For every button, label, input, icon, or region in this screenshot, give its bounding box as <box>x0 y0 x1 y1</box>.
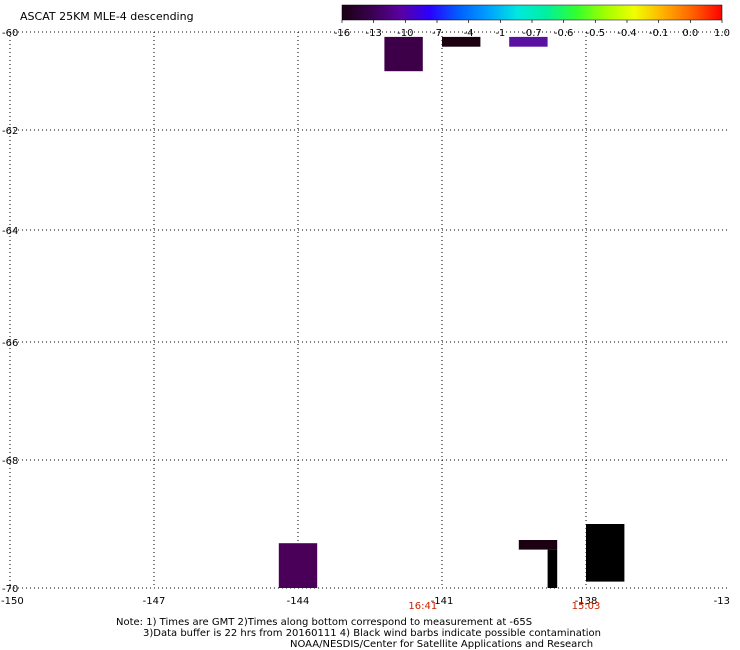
data-cell <box>586 524 625 582</box>
colorbar-tick-label: -0.5 <box>586 28 606 39</box>
data-cell <box>278 543 318 588</box>
data-cell <box>509 36 548 47</box>
y-tick-label: -60 <box>2 28 18 39</box>
axes: -60 -62 -64 -66 -68 -70-150 -147 -144 -141 -138 -1… <box>1 28 730 612</box>
time-label: 16:41 <box>408 601 437 612</box>
colorbar-strip <box>341 4 723 21</box>
y-tick-label: -64 <box>2 226 18 237</box>
colorbar: -16 -13 -10 -7 -4 -1 -0.7 -0.6 -0.5 -0.4 -0.1 0.0 1.… <box>334 4 730 39</box>
x-tick-label: -147 <box>143 596 166 607</box>
x-tick-label: -13 <box>714 596 730 607</box>
x-tick-label: -150 <box>1 596 24 607</box>
colorbar-tick-label: -1 <box>495 28 505 39</box>
data-cells <box>278 36 625 588</box>
x-tick-label: -141 <box>431 596 454 607</box>
colorbar-tick-label: 1.0 <box>714 28 730 39</box>
y-tick-label: -70 <box>2 584 18 595</box>
x-tick-label: -144 <box>287 596 310 607</box>
footer-note-line2: 3)Data buffer is 22 hrs from 20160111 4)… <box>143 628 601 639</box>
chart-title: ASCAT 25KM MLE-4 descending <box>20 10 194 23</box>
colorbar-tick-label: -0.1 <box>649 28 669 39</box>
data-cell <box>518 540 558 550</box>
grid <box>9 31 730 589</box>
colorbar-tick-label: -4 <box>464 28 474 39</box>
data-cell <box>547 549 558 588</box>
data-cell <box>442 36 481 47</box>
colorbar-tick-label: -0.7 <box>522 28 542 39</box>
footer-note-line1: Note: 1) Times are GMT 2)Times along bot… <box>116 617 533 628</box>
footer-note-line3: NOAA/NESDIS/Center for Satellite Applica… <box>290 639 594 650</box>
colorbar-tick-label: -16 <box>334 28 350 39</box>
colorbar-tick-label: -0.4 <box>617 28 637 39</box>
x-tick-label: -138 <box>575 596 598 607</box>
colorbar-tick-label: -0.6 <box>554 28 574 39</box>
y-tick-label: -62 <box>2 126 18 137</box>
colorbar-tick-label: -7 <box>432 28 442 39</box>
y-tick-label: -68 <box>2 456 18 467</box>
colorbar-tick-label: -10 <box>397 28 413 39</box>
time-label: 15:03 <box>572 601 601 612</box>
y-tick-label: -66 <box>2 338 18 349</box>
colorbar-tick-label: -13 <box>365 28 381 39</box>
colorbar-tick-label: 0.0 <box>682 28 698 39</box>
data-cell <box>384 36 423 72</box>
